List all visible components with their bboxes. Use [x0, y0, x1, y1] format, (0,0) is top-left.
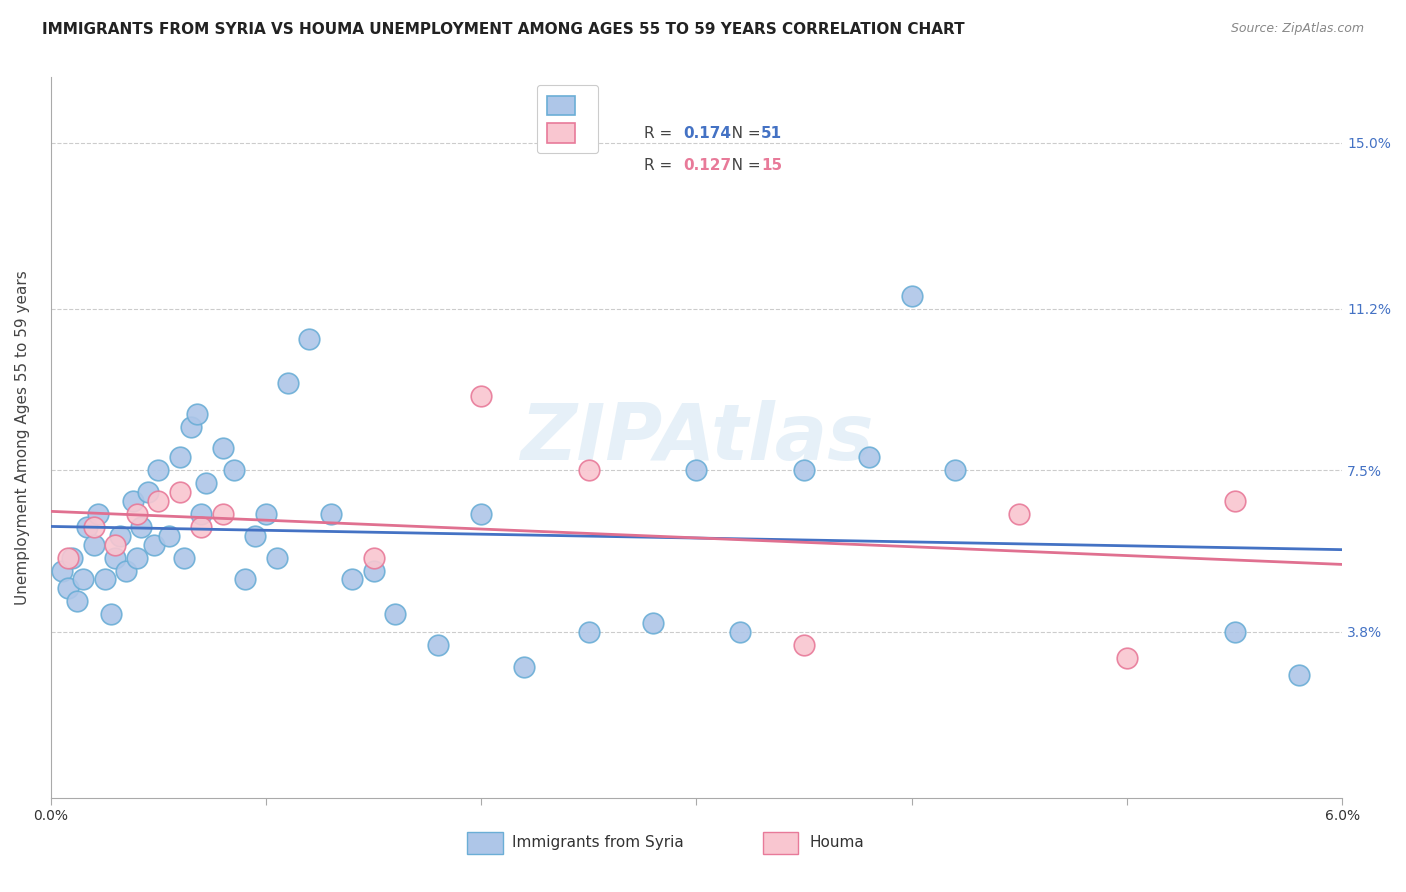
Point [83, 520, 105, 534]
Text: Source: ZipAtlas.com: Source: ZipAtlas.com [1230, 22, 1364, 36]
Point [72, 573, 94, 587]
Point [56, 581, 79, 595]
Point [266, 550, 288, 565]
Point [108, 529, 131, 543]
Point [427, 638, 450, 652]
Point [169, 450, 191, 465]
Point [51, 564, 73, 578]
Point [56, 550, 79, 565]
Point [87, 507, 110, 521]
Point [900, 288, 922, 302]
Point [858, 450, 880, 465]
Point [104, 550, 127, 565]
Point [76, 520, 98, 534]
Point [169, 485, 191, 500]
Point [93, 573, 115, 587]
Text: N =: N = [717, 127, 766, 141]
Point [363, 550, 385, 565]
Point [180, 419, 202, 434]
Point [129, 520, 152, 534]
Point [60, 550, 83, 565]
Point [143, 537, 166, 551]
Text: ZIPAtlas: ZIPAtlas [520, 400, 873, 475]
Text: IMMIGRANTS FROM SYRIA VS HOUMA UNEMPLOYMENT AMONG AGES 55 TO 59 YEARS CORRELATIO: IMMIGRANTS FROM SYRIA VS HOUMA UNEMPLOYM… [42, 22, 965, 37]
Point [245, 529, 267, 543]
Point [363, 564, 385, 578]
Point [470, 389, 492, 403]
Point [578, 463, 600, 477]
Point [157, 529, 180, 543]
Point [233, 573, 256, 587]
Point [190, 507, 212, 521]
Point [1288, 668, 1310, 682]
Text: R =: R = [644, 159, 678, 173]
Text: Immigrants from Syria: Immigrants from Syria [512, 836, 685, 850]
Point [186, 407, 208, 421]
Point [222, 463, 245, 477]
Point [148, 463, 170, 477]
Point [319, 507, 342, 521]
Point [793, 463, 815, 477]
Point [104, 537, 127, 551]
Point [728, 624, 751, 639]
Point [470, 507, 492, 521]
Point [115, 564, 138, 578]
Text: R =: R = [644, 127, 678, 141]
Point [578, 624, 600, 639]
Point [513, 659, 536, 673]
Text: 0.127: 0.127 [683, 159, 731, 173]
Point [643, 616, 665, 631]
Point [136, 485, 159, 500]
Point [1223, 624, 1246, 639]
Point [190, 520, 212, 534]
Point [277, 376, 299, 390]
Text: Houma: Houma [810, 836, 863, 850]
Legend: , : , [537, 85, 598, 153]
Point [66, 594, 89, 608]
Text: 51: 51 [761, 127, 782, 141]
Point [1008, 507, 1031, 521]
Point [1116, 651, 1139, 665]
Point [100, 607, 122, 622]
Point [298, 332, 321, 346]
Point [194, 476, 217, 491]
Point [1223, 493, 1246, 508]
Point [254, 507, 277, 521]
Point [83, 537, 105, 551]
Point [685, 463, 707, 477]
Point [793, 638, 815, 652]
Point [121, 493, 143, 508]
Point [212, 507, 235, 521]
Point [148, 493, 170, 508]
Text: 15: 15 [761, 159, 782, 173]
Point [340, 573, 363, 587]
Point [212, 442, 235, 456]
Point [125, 550, 148, 565]
Point [943, 463, 966, 477]
Point [173, 550, 195, 565]
Text: N =: N = [717, 159, 766, 173]
Point [384, 607, 406, 622]
Y-axis label: Unemployment Among Ages 55 to 59 years: Unemployment Among Ages 55 to 59 years [15, 270, 30, 605]
Point [125, 507, 148, 521]
Text: 0.174: 0.174 [683, 127, 731, 141]
